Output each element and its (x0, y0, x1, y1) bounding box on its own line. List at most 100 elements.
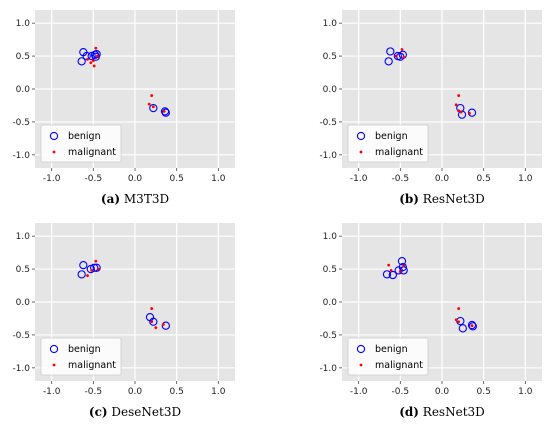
malignant-point (92, 64, 96, 68)
y-tick-label: -1.0 (319, 151, 337, 161)
x-tick-label: -1.0 (350, 387, 368, 397)
x-tick-label: 0.0 (128, 387, 143, 397)
benign-point (458, 324, 467, 333)
malignant-point (398, 270, 402, 274)
malignant-point (86, 57, 89, 61)
caption-b-name: ResNet3D (422, 192, 485, 206)
malignant-point (457, 320, 461, 324)
caption-d-label: (d) (399, 405, 419, 419)
y-tick-label: 0.5 (323, 52, 337, 62)
caption-c: (c) DeseNet3D (15, 405, 255, 419)
x-tick-label: -0.5 (85, 174, 103, 184)
legend-malignant-label: malignant (68, 147, 116, 158)
y-tick-label: 1.0 (323, 232, 338, 242)
x-tick-label: -0.5 (392, 174, 410, 184)
y-tick-label: -1.0 (319, 364, 337, 374)
y-tick-label: -0.5 (319, 118, 337, 128)
malignant-point (468, 111, 471, 115)
x-tick-label: 1.0 (518, 387, 533, 397)
caption-b: (b) ResNet3D (322, 192, 550, 206)
caption-d: (d) ResNet3D (322, 405, 550, 419)
benign-point (149, 317, 158, 326)
legend-malignant-marker (52, 150, 56, 154)
y-tick-label: -0.5 (12, 118, 30, 128)
benign-point (388, 270, 397, 280)
malignant-point (91, 59, 95, 63)
malignant-point (400, 48, 404, 51)
malignant-point (147, 102, 151, 106)
malignant-point (154, 326, 158, 330)
legend-benign-label: benign (68, 131, 101, 142)
y-tick-label: 0.0 (16, 298, 31, 308)
malignant-point (457, 94, 461, 97)
malignant-point (150, 307, 154, 310)
malignant-point (90, 269, 94, 272)
benign-point (397, 257, 407, 266)
benign-point (468, 322, 477, 331)
x-tick-label: 1.0 (211, 387, 226, 397)
y-tick-label: 1.0 (16, 232, 31, 242)
x-tick-label: 0.0 (435, 174, 450, 184)
legend-malignant-marker (52, 363, 56, 367)
x-tick-label: 1.0 (518, 174, 533, 184)
y-tick-label: -0.5 (12, 331, 30, 341)
benign-point (384, 57, 393, 66)
malignant-point (150, 94, 154, 97)
legend-box (347, 337, 429, 376)
y-tick-label: -0.5 (319, 331, 337, 341)
benign-point (382, 270, 392, 279)
scatter-panel-a: -1.0 -0.5 0.0 0.5 1.0 -1.0 -0.5 0.0 0.5 1.0 benign… (12, 10, 235, 184)
malignant-point (394, 54, 398, 58)
y-tick-label: 0.0 (16, 85, 31, 95)
x-tick-label: 1.0 (211, 174, 226, 184)
x-tick-label: 0.0 (128, 174, 143, 184)
caption-a-label: (a) (100, 192, 121, 206)
legend-box (347, 124, 429, 163)
caption-c-name: DeseNet3D (111, 405, 182, 419)
legend-benign-marker (356, 344, 366, 354)
x-tick-label: 0.5 (477, 387, 491, 397)
legend-malignant-label: malignant (375, 360, 423, 371)
y-tick-label: -1.0 (12, 364, 30, 374)
malignant-point (96, 267, 100, 271)
legend-benign-marker (49, 131, 59, 141)
x-tick-label: -0.5 (392, 387, 410, 397)
y-tick-label: 0.5 (16, 52, 30, 62)
benign-point (79, 260, 88, 270)
caption-a: (a) M3T3D (15, 192, 255, 206)
scatter-panel-b: -1.0 -0.5 0.0 0.5 1.0 -1.0 -0.5 0.0 0.5 1.0 benign… (319, 10, 542, 184)
x-tick-label: -1.0 (43, 387, 61, 397)
legend-box (40, 337, 122, 376)
benign-point (161, 321, 170, 330)
caption-c-label: (c) (88, 405, 108, 419)
malignant-point (94, 259, 98, 263)
caption-b-label: (b) (399, 192, 419, 206)
x-tick-label: -0.5 (85, 387, 103, 397)
malignant-point (402, 56, 406, 59)
legend-benign-marker (49, 344, 59, 354)
benign-point (149, 103, 158, 113)
y-tick-label: 0.0 (323, 85, 338, 95)
legend-box (40, 124, 122, 163)
benign-point (386, 47, 395, 56)
x-tick-label: -1.0 (350, 174, 368, 184)
x-tick-label: 0.5 (477, 174, 491, 184)
x-tick-label: 0.0 (435, 387, 450, 397)
caption-d-name: ResNet3D (422, 405, 485, 419)
benign-point (77, 270, 86, 279)
malignant-point (161, 322, 165, 326)
malignant-point (86, 274, 89, 278)
benign-point (90, 263, 99, 272)
malignant-point (454, 103, 458, 107)
malignant-point (151, 105, 155, 109)
legend-malignant-label: malignant (375, 147, 423, 158)
benign-point (456, 316, 465, 326)
legend-benign-label: benign (375, 344, 408, 355)
scatter-panel-d: -1.0 -0.5 0.0 0.5 1.0 -1.0 -0.5 0.0 0.5 1.0 benign… (319, 223, 542, 397)
legend-malignant-marker (359, 150, 363, 154)
malignant-point (96, 54, 99, 58)
y-tick-label: 0.5 (323, 265, 337, 275)
legend-benign-label: benign (375, 131, 408, 142)
malignant-point (402, 264, 406, 268)
